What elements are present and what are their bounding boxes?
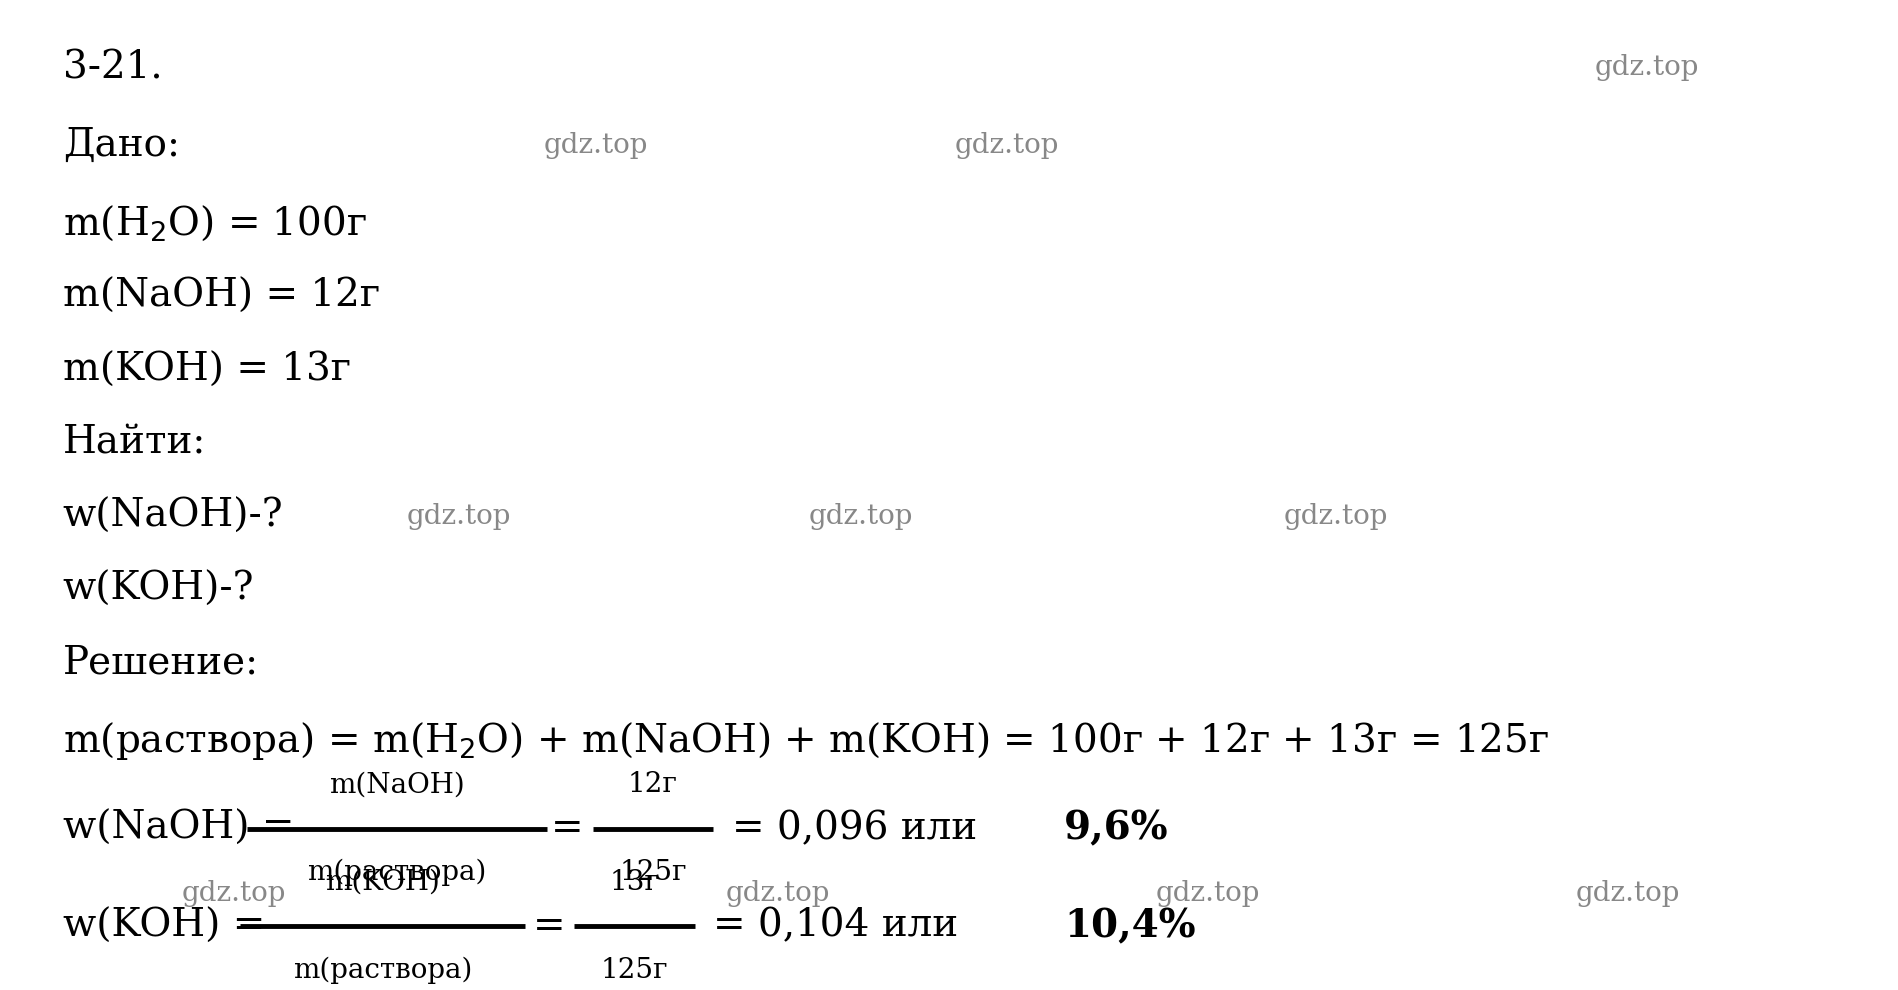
Text: gdz.top: gdz.top xyxy=(1594,54,1699,81)
Text: 9,6%: 9,6% xyxy=(1065,810,1169,847)
Text: 10,4%: 10,4% xyxy=(1065,907,1196,945)
Text: m(раствора): m(раствора) xyxy=(307,858,486,886)
Text: gdz.top: gdz.top xyxy=(1283,503,1387,530)
Text: m(KOH): m(KOH) xyxy=(325,868,440,896)
Text: w(KOH)-?: w(KOH)-? xyxy=(63,571,254,608)
Text: m(KOH) = 13г: m(KOH) = 13г xyxy=(63,351,351,388)
Text: Найти:: Найти: xyxy=(63,425,207,461)
Text: = 0,104 или: = 0,104 или xyxy=(714,908,970,944)
Text: gdz.top: gdz.top xyxy=(1575,880,1680,908)
Text: 12г: 12г xyxy=(628,771,678,798)
Text: gdz.top: gdz.top xyxy=(1156,880,1260,908)
Text: gdz.top: gdz.top xyxy=(727,880,831,908)
Text: m(H$_2$O) = 100г: m(H$_2$O) = 100г xyxy=(63,204,366,244)
Text: gdz.top: gdz.top xyxy=(809,503,913,530)
Text: = 0,096 или: = 0,096 или xyxy=(731,810,989,847)
Text: =: = xyxy=(550,810,583,847)
Text: 3-21.: 3-21. xyxy=(63,50,161,86)
Text: 13г: 13г xyxy=(609,868,661,896)
Text: w(KOH) =: w(KOH) = xyxy=(63,908,266,944)
Text: gdz.top: gdz.top xyxy=(955,132,1059,159)
Text: m(раствора) = m(H$_2$O) + m(NaOH) + m(KOH) = 100г + 12г + 13г = 125г: m(раствора) = m(H$_2$O) + m(NaOH) + m(KO… xyxy=(63,720,1549,761)
Text: gdz.top: gdz.top xyxy=(406,503,511,530)
Text: 125г: 125г xyxy=(602,956,668,983)
Text: w(NaOH)-?: w(NaOH)-? xyxy=(63,498,283,535)
Text: 125г: 125г xyxy=(619,859,687,886)
Text: Дано:: Дано: xyxy=(63,127,180,164)
Text: Решение:: Решение: xyxy=(63,644,258,681)
Text: w(NaOH) =: w(NaOH) = xyxy=(63,810,294,847)
Text: m(NaOH) = 12г: m(NaOH) = 12г xyxy=(63,278,380,316)
Text: m(NaOH): m(NaOH) xyxy=(328,771,465,798)
Text: =: = xyxy=(533,908,566,944)
Text: m(раствора): m(раствора) xyxy=(292,956,473,984)
Text: gdz.top: gdz.top xyxy=(543,132,647,159)
Text: gdz.top: gdz.top xyxy=(182,880,287,908)
